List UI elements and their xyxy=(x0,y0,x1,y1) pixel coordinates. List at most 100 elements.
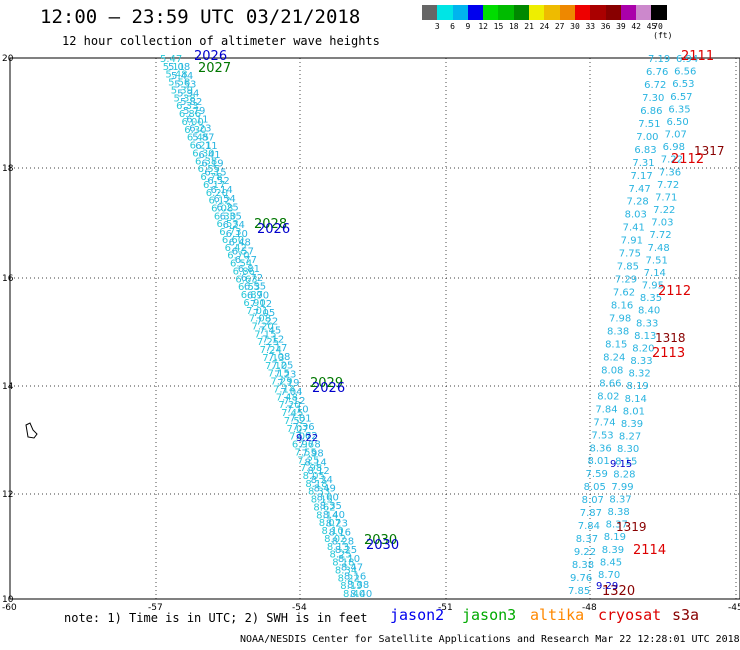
scale-swatch xyxy=(437,5,453,20)
swh-value-right-a: 8.02 xyxy=(597,391,619,402)
swh-value-left-b: 8.38 xyxy=(347,580,369,591)
swh-value-right-a: 9.22 xyxy=(574,547,596,558)
swh-value-left-b: 5.79 xyxy=(183,106,205,117)
swh-value-right-a: 7.53 xyxy=(591,430,613,441)
swh-value-right-b: 8.15 xyxy=(615,457,637,468)
swh-value-left-b: 5.53 xyxy=(174,80,196,91)
swh-value-left-b: 8.16 xyxy=(344,571,366,582)
legend-item: s3a xyxy=(672,606,700,624)
swh-value-left-a: 6.53 xyxy=(238,282,260,293)
swh-value-left-b: 7.62 xyxy=(295,431,317,442)
swh-value-left-b: 8.34 xyxy=(311,475,333,486)
scale-swatch xyxy=(574,5,591,20)
scale-swatch xyxy=(544,5,560,20)
swh-value-right-a: 7.85 xyxy=(568,586,590,597)
swh-value-left-b: 7.23 xyxy=(274,369,296,380)
swh-value-right-a: 7.17 xyxy=(630,171,652,182)
swh-value-highlight: 9.15 xyxy=(610,459,632,470)
y-tick-label: 18 xyxy=(2,164,14,174)
footer-note: note: 1) Time is in UTC; 2) SWH is in fe… xyxy=(64,611,368,625)
scale-label: 24 xyxy=(539,22,550,31)
swh-value-left-a: 6.45 xyxy=(187,133,209,144)
swh-value-right-a: 7.28 xyxy=(627,197,649,208)
swh-value-right-b: 8.45 xyxy=(600,557,622,568)
color-scale-labels: 3 6 9 12 15 18 21 24 27 30 33 36 39 42 45 70 (ft) xyxy=(422,20,673,40)
swh-value-left-a: 7.45 xyxy=(281,408,303,419)
swh-value-right-b: 8.20 xyxy=(632,343,654,354)
swh-value-right-a: 8.38 xyxy=(572,560,594,571)
swh-value-right-a: 8.07 xyxy=(582,495,604,506)
swh-value-right-b: 8.33 xyxy=(630,356,652,367)
swh-value-right-b: 8.38 xyxy=(608,507,630,518)
scale-swatch xyxy=(651,5,667,20)
y-tick-label: 10 xyxy=(2,595,14,605)
legend-item: jason3 xyxy=(462,606,517,624)
page-subtitle: 12 hour collection of altimeter wave hei… xyxy=(62,34,380,48)
swh-value-right-a: 6.83 xyxy=(634,145,656,156)
swh-value-left-b: 6.14 xyxy=(210,185,232,196)
footer-credit: NOAA/NESDIS Center for Satellite Applica… xyxy=(240,634,740,645)
swh-value-right-a: 8.15 xyxy=(605,339,627,350)
swh-value-right-b: 8.37 xyxy=(606,520,628,531)
color-scale-swatches xyxy=(422,5,667,20)
swh-value-left-b: 6.54 xyxy=(214,194,236,205)
x-tick-label: -45 xyxy=(728,603,740,613)
swh-value-left-a: 6.20 xyxy=(206,188,228,199)
swh-value-left-a: 8.02 xyxy=(324,534,346,545)
swh-value-left-a: 7.08 xyxy=(249,314,271,325)
swh-value-right-b: 7.03 xyxy=(651,218,673,229)
x-tick-label: -51 xyxy=(438,603,453,613)
swh-value-right-a: 7.74 xyxy=(593,417,615,428)
swh-value-left-a: 7.07 xyxy=(286,424,308,435)
swh-value-left-b: 6.81 xyxy=(238,264,260,275)
pass-label: 2030 xyxy=(364,533,397,548)
swh-value-right-a: 8.01 xyxy=(588,456,610,467)
swh-value-left-b: 8.14 xyxy=(305,457,327,468)
swh-value-left-b: 7.19 xyxy=(277,378,299,389)
swh-value-right-b: 7.71 xyxy=(655,192,677,203)
color-scale: 3 6 9 12 15 18 21 24 27 30 33 36 39 42 45 70 (ft) xyxy=(422,5,673,40)
swh-value-left-a: 7.24 xyxy=(260,345,282,356)
pass-label: 2026 xyxy=(312,381,345,396)
scale-label: 70 (ft) xyxy=(653,22,673,40)
scale-label: 39 xyxy=(616,22,626,31)
swh-value-left-a: 7.10 xyxy=(265,361,287,372)
swh-value-left-b: 6.57 xyxy=(232,246,254,257)
y-tick-label: 16 xyxy=(2,274,14,284)
swh-value-right-a: 7.30 xyxy=(642,93,664,104)
swh-value-right-b: 7.22 xyxy=(653,205,675,216)
swh-value-left-a: 6.96 xyxy=(292,440,314,451)
swh-value-right-b: 6.35 xyxy=(668,104,690,115)
swh-value-left-a: 8.62 xyxy=(313,502,335,513)
scale-label: 15 xyxy=(493,22,504,31)
swh-value-left-a: 8.14 xyxy=(316,510,338,521)
swh-value-right-b: 8.33 xyxy=(636,318,658,329)
swh-value-left-b: 7.36 xyxy=(292,422,314,433)
scale-swatch xyxy=(590,5,606,20)
swh-value-left-b: 8.49 xyxy=(314,484,336,495)
scale-label: 9 xyxy=(465,22,471,31)
map-frame xyxy=(9,57,740,600)
swh-value-left-b: 6.15 xyxy=(204,167,226,178)
swh-value-right-a: 8.66 xyxy=(599,378,621,389)
swh-value-right-b: 8.39 xyxy=(602,545,624,556)
swh-value-left-b: 6.72 xyxy=(241,273,263,284)
swh-value-left-a: 7.07 xyxy=(289,432,311,443)
swh-value-right-b: 7.72 xyxy=(657,180,679,191)
scale-swatch xyxy=(620,5,637,20)
swh-value-left-b: 7.12 xyxy=(262,334,284,345)
swh-value-left-b: 6.24 xyxy=(223,220,245,231)
swh-value-left-a: 8.18 xyxy=(332,558,354,569)
swh-value-left-a: 7.15 xyxy=(268,369,290,380)
swh-value-right-b: 8.30 xyxy=(617,444,639,455)
swh-value-left-a: 7.29 xyxy=(270,377,292,388)
scale-swatch xyxy=(513,5,530,20)
swh-value-right-b: 8.14 xyxy=(625,394,647,405)
scale-label: 30 xyxy=(570,22,580,31)
swh-value-right-b: 6.53 xyxy=(672,79,694,90)
swh-value-left-a: 6.78 xyxy=(200,172,222,183)
pass-label: 2026 xyxy=(257,222,290,237)
swh-value-left-a: 6.60 xyxy=(222,235,244,246)
swh-value-right-a: 8.05 xyxy=(584,482,606,493)
